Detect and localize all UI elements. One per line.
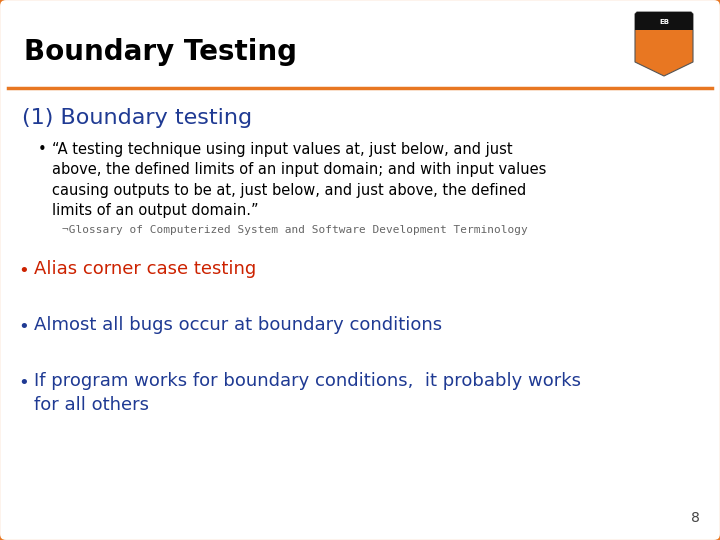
Text: •: • xyxy=(18,374,29,392)
Text: Boundary Testing: Boundary Testing xyxy=(24,38,297,66)
Text: EB: EB xyxy=(659,19,669,25)
Text: (1) Boundary testing: (1) Boundary testing xyxy=(22,108,252,128)
Text: ¬Glossary of Computerized System and Software Development Terminology: ¬Glossary of Computerized System and Sof… xyxy=(62,225,528,235)
FancyBboxPatch shape xyxy=(629,6,699,80)
Text: 8: 8 xyxy=(691,511,700,525)
Polygon shape xyxy=(635,12,693,76)
Polygon shape xyxy=(635,12,693,30)
Text: •: • xyxy=(38,142,47,157)
Text: If program works for boundary conditions,  it probably works
for all others: If program works for boundary conditions… xyxy=(34,372,581,414)
Text: •: • xyxy=(18,318,29,336)
Text: Almost all bugs occur at boundary conditions: Almost all bugs occur at boundary condit… xyxy=(34,316,442,334)
Text: “A testing technique using input values at, just below, and just
above, the defi: “A testing technique using input values … xyxy=(52,142,546,218)
Text: •: • xyxy=(18,262,29,280)
Polygon shape xyxy=(645,34,683,60)
Text: Alias corner case testing: Alias corner case testing xyxy=(34,260,256,278)
